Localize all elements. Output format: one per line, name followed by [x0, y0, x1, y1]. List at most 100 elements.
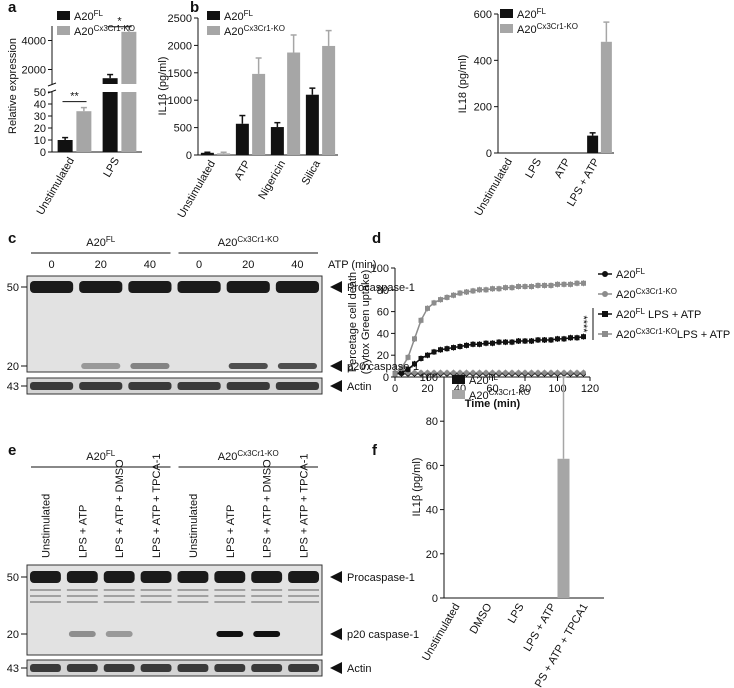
y-axis-label: IL18 (pg/ml) [457, 55, 469, 114]
x-tick-label: LPS [523, 157, 544, 181]
point [477, 370, 482, 376]
actin-band [226, 382, 270, 390]
point [444, 346, 450, 352]
bar [587, 135, 599, 153]
legend-label-superscript: FL [94, 9, 104, 18]
p20-band [228, 363, 268, 369]
y-tick-label: 600 [474, 9, 492, 21]
point [438, 370, 443, 376]
point [522, 370, 528, 376]
point [509, 285, 515, 291]
band-arrow [330, 662, 342, 674]
band-arrow [330, 628, 342, 640]
legend-label: A20FL [74, 9, 103, 23]
lane-label: 20 [95, 259, 107, 271]
legend-label-text: A20 [616, 309, 636, 321]
legend-label-superscript: FL [636, 267, 646, 276]
legend-label-text: A20 [469, 390, 489, 402]
point [457, 290, 463, 296]
y-axis-label: (Sytox Green uptake) [360, 270, 372, 375]
legend-label: A20Cx3Cr1-KOLPS + ATP [616, 327, 730, 341]
faint-band [103, 601, 135, 603]
actin-band [66, 664, 98, 672]
point [451, 345, 456, 351]
bar-upper [121, 31, 137, 84]
y-tick-label: 20 [34, 123, 46, 135]
bar [57, 140, 73, 152]
legend-swatch [207, 11, 220, 20]
point [529, 370, 534, 376]
procaspase-band [79, 281, 123, 293]
actin-band [128, 382, 172, 390]
band-label: Actin [347, 381, 371, 393]
legend-label: A20FL [616, 267, 645, 281]
actin-band [177, 664, 209, 672]
legend-label-suffix: LPS + ATP [677, 329, 730, 341]
x-tick-label: Unstimulated [473, 157, 515, 219]
lane-label: Unstimulated [40, 494, 52, 558]
point [451, 370, 456, 376]
actin-band [251, 664, 283, 672]
point [542, 337, 547, 343]
legend-marker [602, 331, 608, 337]
p20-band [105, 631, 133, 637]
bar [557, 458, 570, 598]
point [509, 339, 515, 345]
point [516, 370, 521, 376]
y-tick-label: 0 [383, 372, 389, 384]
point [581, 334, 586, 340]
x-tick-label: 0 [392, 383, 398, 395]
legend-label-superscript: FL [537, 7, 547, 16]
point [490, 340, 495, 346]
legend-label: A20Cx3Cr1-KO [517, 22, 578, 36]
lane-label: 20 [242, 259, 254, 271]
series-line [394, 335, 584, 375]
x-tick-label: 120 [581, 383, 599, 395]
blot-group-label-superscript: Cx3Cr1-KO [237, 449, 278, 458]
point [516, 338, 521, 344]
bar [322, 45, 336, 155]
point [555, 281, 560, 287]
faint-band [214, 589, 246, 591]
y-tick-label: 0 [432, 593, 438, 605]
procaspase-band [214, 571, 246, 583]
point [574, 370, 580, 376]
legend-label: A20Cx3Cr1-KO [616, 287, 677, 301]
band-label: Actin [347, 663, 371, 675]
legend-label-superscript: Cx3Cr1-KO [94, 24, 135, 33]
blot-membrane [26, 275, 323, 373]
procaspase-band [103, 571, 135, 583]
lane-label: 0 [196, 259, 202, 271]
lane-label: 0 [49, 259, 55, 271]
y-tick-label: 50 [34, 87, 46, 99]
point [477, 287, 482, 293]
bar [217, 153, 231, 155]
faint-band [66, 589, 98, 591]
point [490, 286, 495, 292]
point [431, 349, 437, 355]
panel-label: b [190, 0, 199, 16]
point [496, 286, 502, 292]
y-tick-label: 0 [486, 148, 492, 160]
lane-label: 40 [291, 259, 303, 271]
legend-label-superscript: FL [636, 307, 646, 316]
faint-band [140, 595, 172, 597]
faint-band [66, 595, 98, 597]
y-tick-label: 2500 [168, 13, 192, 25]
x-tick-label: ATP [232, 159, 253, 183]
x-tick-label: 100 [548, 383, 566, 395]
point [555, 370, 560, 376]
faint-band [140, 589, 172, 591]
point [535, 337, 541, 343]
point [483, 340, 489, 346]
panel-label: a [8, 0, 17, 16]
point [503, 339, 508, 345]
faint-band [30, 601, 61, 603]
blot-group-label-text: A20 [218, 451, 238, 463]
legend-label: A20FL [517, 7, 546, 21]
legend-label-superscript: Cx3Cr1-KO [636, 287, 677, 296]
y-tick-label: 1500 [168, 68, 192, 80]
point [535, 370, 541, 376]
